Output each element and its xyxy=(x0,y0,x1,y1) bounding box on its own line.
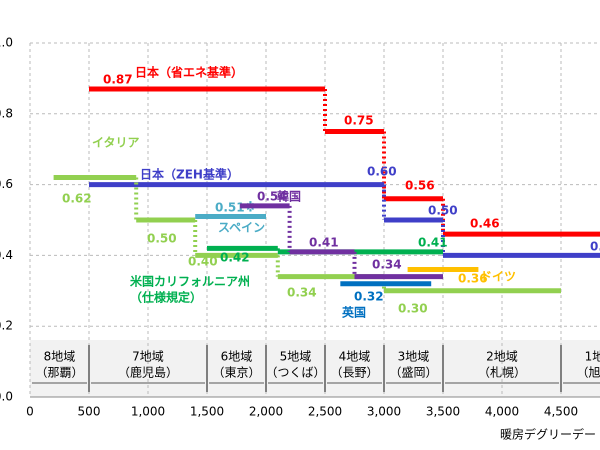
region-name: 8地域 xyxy=(44,350,76,364)
region-name: 3地域 xyxy=(398,350,430,364)
region-name: 7地域 xyxy=(132,350,164,364)
y-tick-label: 1.0 xyxy=(0,36,13,50)
region-name: 1地域 xyxy=(585,350,600,364)
x-tick-label: 3,000 xyxy=(367,405,401,419)
value-label: 0.50 xyxy=(428,204,458,218)
x-tick-label: 1,500 xyxy=(190,405,224,419)
region-city: （札幌） xyxy=(478,365,526,380)
value-label: 0.36 xyxy=(458,272,488,286)
x-tick-label: 4,500 xyxy=(544,405,578,419)
value-label: 0.34 xyxy=(287,286,317,300)
series-label: （仕様規定） xyxy=(130,290,202,305)
x-tick-label: 500 xyxy=(78,405,101,419)
value-label: 0.60 xyxy=(367,165,397,179)
region-city: （長野） xyxy=(330,366,378,380)
region-city: （盛岡） xyxy=(389,365,437,380)
region-name: 6地域 xyxy=(221,350,253,364)
x-tick-label: 4,000 xyxy=(485,405,519,419)
value-label: 0.42 xyxy=(220,251,250,265)
x-tick-label: 2,000 xyxy=(249,405,283,419)
x-tick-label: 1,000 xyxy=(131,405,165,419)
value-label: 0.54 xyxy=(257,190,287,204)
region-city: （那覇） xyxy=(35,366,83,380)
region-city: （鹿児島） xyxy=(118,365,178,380)
series-label: 英国 xyxy=(342,305,366,320)
value-label: 0.50 xyxy=(147,232,177,246)
series-label: 日本（ZEH基準） xyxy=(140,167,239,182)
y-tick-label: 0.6 xyxy=(0,177,13,191)
series-label: 米国カリフォルニア州 xyxy=(130,274,250,289)
series-label: スペイン xyxy=(218,221,265,235)
y-tick-label: 0.4 xyxy=(0,248,13,262)
value-label: 0.41 xyxy=(418,236,448,250)
value-label: 0.75 xyxy=(344,114,374,128)
y-tick-label: 0.2 xyxy=(0,319,13,333)
value-label: 0.62 xyxy=(62,192,92,206)
series-label: 日本（省エネ基準） xyxy=(135,65,243,80)
x-axis-title: 暖房デグリーデー xyxy=(500,427,596,442)
value-label: 0.56 xyxy=(405,179,435,193)
x-tick-label: 2,500 xyxy=(308,405,342,419)
series-label: ドイツ xyxy=(480,270,516,284)
value-label: 0.46 xyxy=(470,217,500,231)
value-label: 0.40 xyxy=(590,240,600,254)
region-name: 5地域 xyxy=(280,350,312,364)
x-tick-label: 3,500 xyxy=(426,405,460,419)
x-tick-label: 0 xyxy=(26,405,34,419)
value-label: 0.34 xyxy=(372,258,402,272)
region-city: （東京） xyxy=(212,366,260,380)
value-label: 0.40 xyxy=(188,255,218,269)
y-tick-label: 0.0 xyxy=(0,390,13,404)
region-city: （つくば） xyxy=(265,366,325,380)
region-city: （旭川） xyxy=(576,366,600,380)
series-label: イタリア xyxy=(92,136,140,150)
region-name: 2地域 xyxy=(486,350,518,364)
y-tick-label: 0.8 xyxy=(0,106,13,120)
value-label: 0.41 xyxy=(309,236,339,250)
value-label: 0.87 xyxy=(103,73,133,87)
value-label: 0.32 xyxy=(354,290,384,304)
region-name: 4地域 xyxy=(339,350,371,364)
series-label: 韓国 xyxy=(277,189,301,204)
region-band xyxy=(30,340,600,397)
value-label: 0.30 xyxy=(398,302,428,316)
